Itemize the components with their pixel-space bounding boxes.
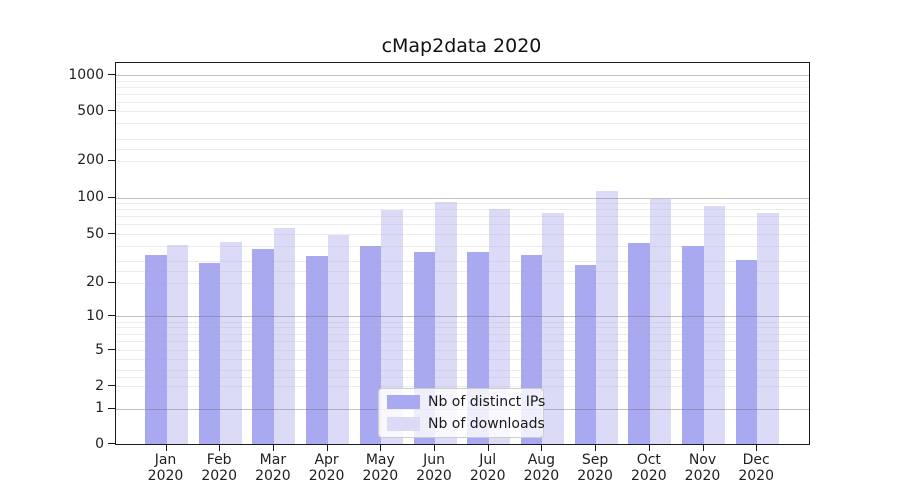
x-axis-tick-label: Apr 2020 — [308, 452, 345, 484]
bars-layer — [116, 63, 809, 444]
bar-downloads-jan — [166, 244, 188, 444]
y-axis-tick-label: 0 — [95, 435, 104, 452]
y-tick-mark — [108, 159, 115, 161]
legend-item: Nb of distinct IPs — [387, 393, 545, 412]
bar-distinct-ips-dec — [735, 259, 758, 444]
y-axis-tick-label: 2 — [95, 377, 104, 394]
bar-downloads-sep — [596, 191, 618, 444]
legend-swatch-downloads — [387, 416, 420, 431]
bar-downloads-apr — [327, 235, 350, 444]
y-axis-tick-label: 50 — [86, 225, 104, 242]
y-axis-tick-label: 20 — [86, 274, 104, 291]
bar-distinct-ips-jan — [145, 254, 167, 444]
legend-label-downloads: Nb of downloads — [428, 415, 545, 432]
legend-swatch-distinct-ips — [387, 395, 420, 410]
bar-downloads-feb — [220, 242, 242, 444]
y-tick-mark — [108, 233, 115, 235]
y-axis-tick-label: 200 — [77, 152, 104, 168]
y-axis-tick-label: 1000 — [68, 66, 104, 83]
bar-downloads-aug — [542, 213, 564, 444]
x-axis-tick-label: Feb 2020 — [201, 452, 237, 484]
y-tick-mark — [108, 110, 115, 111]
chart-title: cMap2data 2020 — [381, 35, 542, 57]
bar-downloads-oct — [649, 199, 672, 444]
bar-distinct-ips-may — [359, 245, 382, 444]
y-tick-mark — [108, 385, 115, 387]
bar-downloads-jun — [435, 201, 457, 444]
y-tick-mark — [108, 407, 115, 409]
plot-area — [115, 62, 810, 445]
x-axis-tick-label: Nov 2020 — [684, 452, 721, 484]
x-axis-tick-label: Jun 2020 — [416, 452, 452, 484]
x-axis-tick-label: Jul 2020 — [469, 452, 506, 484]
x-axis-tick-label: Mar 2020 — [255, 452, 291, 484]
bar-downloads-may — [381, 209, 403, 444]
y-tick-mark — [108, 349, 115, 351]
bar-downloads-jul — [488, 209, 511, 444]
x-tick-mark — [541, 444, 543, 451]
bar-distinct-ips-mar — [252, 248, 274, 444]
x-tick-mark — [165, 444, 167, 451]
legend-item: Nb of downloads — [387, 415, 545, 434]
x-tick-mark — [219, 444, 221, 451]
bar-distinct-ips-oct — [628, 243, 650, 444]
legend: Nb of distinct IPs Nb of downloads — [378, 388, 545, 438]
x-tick-mark — [595, 444, 597, 451]
y-axis-tick-label: 1 — [95, 400, 104, 417]
x-tick-mark — [380, 444, 382, 451]
x-tick-mark — [648, 444, 650, 451]
bar-downloads-dec — [757, 212, 779, 444]
bar-distinct-ips-apr — [306, 256, 328, 444]
y-axis-tick-label: 5 — [95, 341, 104, 358]
x-axis-tick-label: Sep 2020 — [577, 452, 613, 484]
y-tick-mark — [108, 315, 115, 317]
x-tick-mark — [702, 444, 704, 451]
x-tick-mark — [434, 444, 435, 451]
y-tick-mark — [108, 443, 115, 444]
bar-distinct-ips-nov — [682, 245, 704, 444]
x-tick-mark — [756, 444, 758, 451]
x-axis-tick-label: Jan 2020 — [147, 452, 184, 484]
bar-distinct-ips-sep — [574, 264, 597, 444]
legend-label-distinct-ips: Nb of distinct IPs — [428, 394, 546, 411]
x-axis-tick-label: Aug 2020 — [523, 452, 560, 484]
x-axis-tick-label: Oct 2020 — [630, 452, 667, 484]
x-tick-mark — [487, 444, 489, 451]
x-tick-mark — [326, 444, 328, 451]
y-tick-mark — [108, 196, 115, 198]
bar-downloads-mar — [273, 228, 296, 444]
bar-distinct-ips-feb — [198, 263, 221, 444]
bar-downloads-nov — [703, 206, 725, 444]
x-axis-tick-label: May 2020 — [362, 452, 399, 484]
y-axis-tick-label: 500 — [77, 102, 104, 119]
x-tick-mark — [272, 444, 274, 451]
y-axis-tick-label: 100 — [77, 189, 104, 205]
y-tick-mark — [108, 281, 115, 283]
x-axis-tick-label: Dec 2020 — [738, 452, 774, 484]
y-tick-mark — [108, 74, 115, 75]
y-axis-tick-label: 10 — [86, 307, 104, 324]
